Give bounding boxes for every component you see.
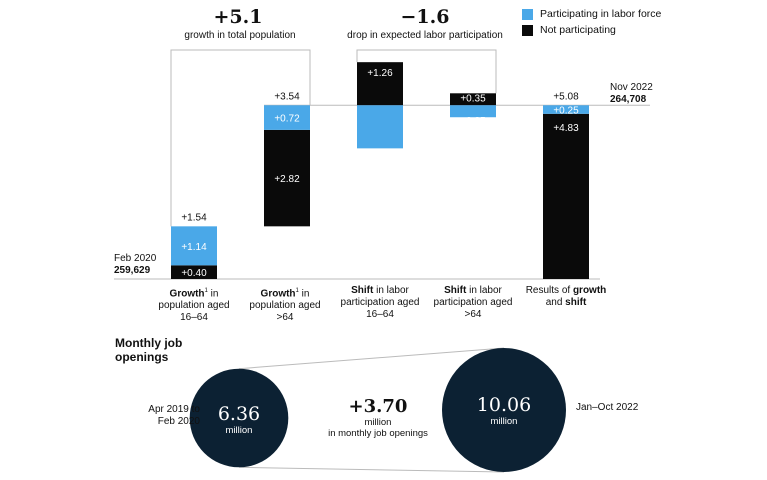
bubble-connector-bottom <box>238 466 505 473</box>
bar-2-participating <box>357 105 403 149</box>
category-0-bold: Growth <box>169 288 205 300</box>
bubble-after <box>442 348 566 472</box>
category-label-growth-16-64: Growth1 in population aged 16–64 <box>149 285 239 324</box>
start-point-label: Feb 2020 259,629 <box>114 253 156 277</box>
category-2-text: in labor participation aged 16–64 <box>340 285 420 320</box>
label-0-participating: +1.14 <box>181 242 207 253</box>
label-1-not-participating: +2.82 <box>274 174 300 185</box>
drop-headline-caption: drop in expected labor participation <box>347 30 503 41</box>
bar-2-not-participating <box>357 62 403 106</box>
end-period: Nov 2022 <box>610 82 653 93</box>
bubble-connector-top <box>238 347 505 370</box>
label-3-participating: −0.35 <box>460 116 486 127</box>
legend-label-not-participating: Not participating <box>540 24 616 36</box>
bar-0-not-participating <box>171 265 217 279</box>
label-3-not-participating: +0.35 <box>460 93 486 104</box>
bar-3-participating <box>450 105 496 118</box>
label-1-participating: +0.72 <box>274 114 300 125</box>
label-0-not-participating: +0.40 <box>181 268 207 279</box>
legend-item-participating: Participating in labor force <box>522 6 661 22</box>
circle-before-number: 6.36 <box>217 403 261 425</box>
circle-after-number: 10.06 <box>476 394 532 416</box>
period-after: Jan–Oct 2022 <box>576 402 639 413</box>
category-4-pre: Results of <box>525 285 573 296</box>
total-label-0: +1.54 <box>181 212 207 223</box>
shift-bracket <box>356 49 497 94</box>
category-label-shift-64-plus: Shift in labor participation aged >64 <box>428 285 518 321</box>
bar-4-not-participating <box>543 113 589 280</box>
drop-headline-value: −1.6 <box>400 6 450 28</box>
start-value: 259,629 <box>114 265 151 276</box>
legend-label-participating: Participating in labor force <box>540 8 662 20</box>
period-before: Apr 2019 to Feb 2020 <box>148 404 200 427</box>
growth-headline-caption: growth in total population <box>184 30 296 41</box>
job-openings-title: Monthly job openings <box>115 336 183 364</box>
change-unit: million <box>364 417 392 428</box>
circle-before-unit: million <box>225 425 253 436</box>
category-1-bold: Growth <box>260 288 296 300</box>
category-4-mid: and <box>545 297 566 308</box>
label-2-participating: −1.26 <box>367 153 393 164</box>
bar-1-not-participating <box>264 129 310 227</box>
category-2-bold: Shift <box>351 285 374 296</box>
change-caption: in monthly job openings <box>328 428 428 439</box>
category-4-bold: growth <box>572 285 607 296</box>
growth-headline-value: +5.1 <box>213 6 263 28</box>
legend-item-not-participating: Not participating <box>522 22 661 38</box>
category-3-bold: Shift <box>444 285 467 296</box>
circle-after-value: 10.06 million <box>464 394 544 427</box>
total-label-4: +5.08 <box>553 91 579 102</box>
category-label-growth-64-plus: Growth1 in population aged >64 <box>240 285 330 324</box>
circle-before-value: 6.36 million <box>207 403 271 436</box>
label-4-not-participating: +4.83 <box>553 123 579 134</box>
bar-0-participating <box>171 226 217 266</box>
legend: Participating in labor force Not partici… <box>522 6 661 38</box>
bar-1-participating <box>264 105 310 130</box>
category-label-shift-16-64: Shift in labor participation aged 16–64 <box>335 285 425 321</box>
growth-bracket <box>170 49 311 227</box>
end-value: 264,708 <box>610 94 647 105</box>
start-period: Feb 2020 <box>114 253 157 264</box>
bar-4-participating <box>543 105 589 114</box>
category-4-bold2: shift <box>565 297 587 308</box>
category-0-footnote: 1 <box>204 288 208 294</box>
category-1-text: in population aged >64 <box>249 288 321 324</box>
category-3-text: in labor participation aged >64 <box>433 285 513 320</box>
category-1-footnote: 1 <box>295 288 299 294</box>
change-value: +3.70 <box>348 396 408 417</box>
legend-swatch-participating <box>522 8 533 20</box>
bar-3-not-participating <box>450 93 496 106</box>
category-label-results: Results of growth and shift <box>521 285 611 309</box>
label-4-participating: +0.25 <box>553 106 579 117</box>
bubble-before <box>189 368 289 468</box>
legend-swatch-not-participating <box>522 24 533 36</box>
total-label-1: +3.54 <box>274 91 300 102</box>
label-2-not-participating: +1.26 <box>367 68 393 79</box>
circle-after-unit: million <box>490 416 518 427</box>
end-point-label: Nov 2022 264,708 <box>610 82 653 106</box>
category-0-text: in population aged 16–64 <box>158 288 230 324</box>
job-openings-change: +3.70 million in monthly job openings <box>318 396 438 439</box>
